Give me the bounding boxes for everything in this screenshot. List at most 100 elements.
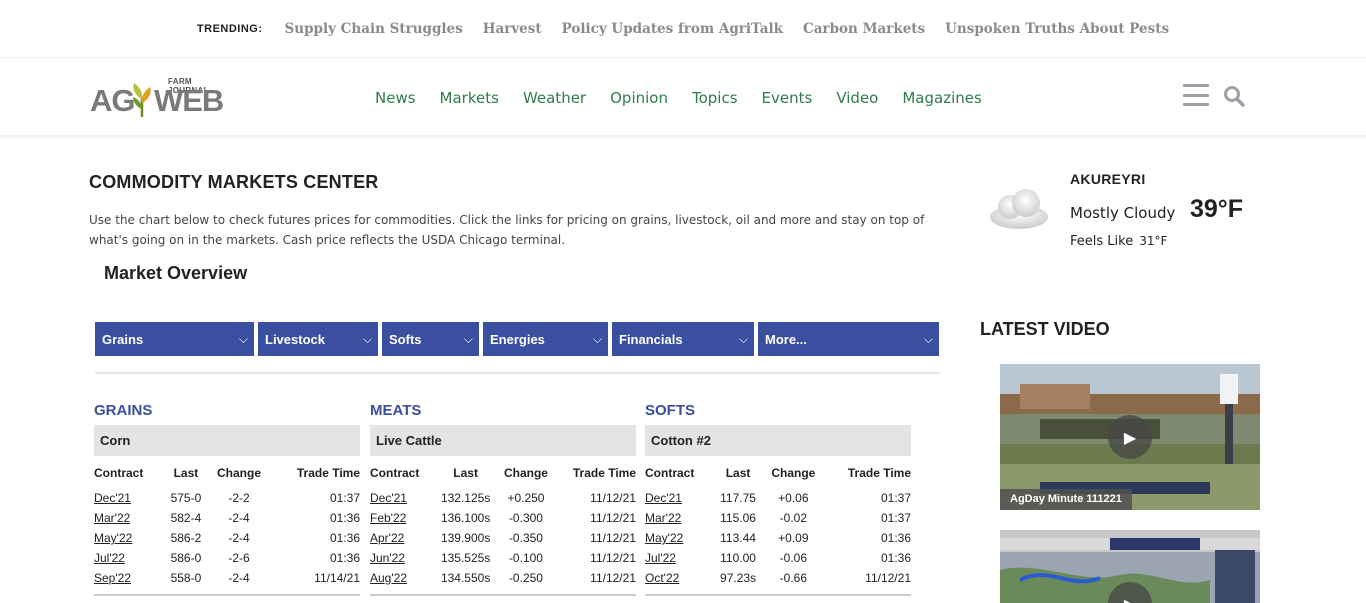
contract-link[interactable]: Mar'22 — [94, 511, 131, 525]
nav-weather[interactable]: Weather — [522, 89, 587, 107]
trending-link-policy-updates[interactable]: Policy Updates from AgriTalk — [561, 20, 783, 37]
table-row: Apr'22 139.900s -0.350 11/12/21 — [370, 528, 636, 548]
play-icon[interactable]: ▶ — [1108, 415, 1152, 459]
nav-markets[interactable]: Markets — [439, 89, 499, 107]
table-row: Jun'22 135.525s -0.100 11/12/21 — [370, 548, 636, 568]
trending-link-pests[interactable]: Unspoken Truths About Pests — [945, 20, 1170, 37]
quotes-table: Contract Last Change Trade Time Dec'21 13… — [370, 464, 636, 588]
tab-label: Financials — [619, 331, 683, 347]
panel-divider — [94, 594, 360, 596]
last-price: 115.06 — [720, 511, 756, 525]
tab-label: Grains — [102, 331, 144, 347]
weather-condition: Mostly Cloudy — [1070, 204, 1176, 222]
last-price: 139.900s — [440, 531, 491, 545]
trade-time: 11/14/21 — [314, 571, 360, 585]
trade-time: 01:36 — [329, 531, 360, 545]
search-icon[interactable] — [1223, 85, 1245, 107]
tab-livestock[interactable]: Livestock ⌵ — [258, 322, 378, 356]
trade-time: 11/12/21 — [865, 571, 911, 585]
wheat-leaf-icon — [133, 83, 151, 117]
chevron-down-icon: ⌵ — [463, 331, 473, 346]
tab-energies[interactable]: Energies ⌵ — [483, 322, 608, 356]
nav-video[interactable]: Video — [836, 89, 879, 107]
contract-link[interactable]: May'22 — [645, 531, 684, 545]
nav-topics[interactable]: Topics — [691, 89, 738, 107]
price-change: +0.250 — [507, 491, 545, 505]
contract-link[interactable]: May'22 — [94, 531, 133, 545]
site-header: AG FARM JOURNAL WEB News Markets Weather… — [0, 59, 1366, 135]
cloud-icon — [990, 189, 1048, 229]
price-change: -0.350 — [508, 531, 543, 545]
column-header-contract: Contract — [370, 466, 420, 480]
last-price: 97.23s — [720, 571, 757, 585]
trade-time: 11/12/21 — [590, 551, 636, 565]
chevron-down-icon: ⌵ — [362, 331, 372, 346]
trade-time: 01:37 — [880, 491, 911, 505]
feels-like: Feels Like 31°F — [1070, 234, 1167, 249]
last-price: 582-4 — [170, 511, 202, 525]
panel-title: SOFTS — [645, 402, 696, 419]
tab-financials[interactable]: Financials ⌵ — [612, 322, 754, 356]
weather-temperature: 39°F — [1190, 195, 1244, 223]
contract-link[interactable]: Sep'22 — [94, 571, 131, 585]
contract-link[interactable]: Feb'22 — [370, 511, 407, 525]
panel-divider — [645, 594, 911, 596]
trending-label: TRENDING: — [196, 22, 263, 35]
trade-time: 01:36 — [329, 551, 360, 565]
main-nav: News Markets Weather Opinion Topics Even… — [375, 89, 982, 107]
last-price: 135.525s — [440, 551, 491, 565]
weather-city: AKUREYRI — [1070, 171, 1146, 187]
price-change: -2-4 — [228, 511, 250, 525]
contract-link[interactable]: Dec'21 — [94, 491, 131, 505]
contract-link[interactable]: Oct'22 — [645, 571, 680, 585]
contract-link[interactable]: Aug'22 — [370, 571, 407, 585]
trade-time: 01:36 — [880, 551, 911, 565]
chevron-down-icon: ⌵ — [238, 331, 248, 346]
play-icon[interactable]: ▶ — [1108, 582, 1152, 603]
nav-magazines[interactable]: Magazines — [902, 89, 982, 107]
price-change: -2-4 — [228, 531, 250, 545]
column-header-last: Last — [725, 466, 751, 480]
price-change: +0.09 — [778, 531, 809, 545]
last-price: 134.550s — [440, 571, 491, 585]
trending-link-carbon-markets[interactable]: Carbon Markets — [803, 20, 926, 37]
nav-opinion[interactable]: Opinion — [610, 89, 668, 107]
contract-link[interactable]: Dec'21 — [645, 491, 682, 505]
video-thumbnail[interactable]: ▶ — [1000, 530, 1260, 603]
panel-title: MEATS — [370, 402, 422, 419]
table-row: May'22 113.44 +0.09 01:36 — [645, 528, 911, 548]
column-header-trade-time: Trade Time — [847, 466, 911, 480]
tab-grains[interactable]: Grains ⌵ — [95, 322, 254, 356]
table-row: Mar'22 582-4 -2-4 01:36 — [94, 508, 360, 528]
contract-link[interactable]: Apr'22 — [370, 531, 405, 545]
page-title: COMMODITY MARKETS CENTER — [89, 172, 379, 192]
panel-divider — [370, 594, 636, 596]
tab-softs[interactable]: Softs ⌵ — [382, 322, 479, 356]
contract-link[interactable]: Jul'22 — [94, 551, 125, 565]
contract-link[interactable]: Mar'22 — [645, 511, 682, 525]
tab-label: Energies — [490, 331, 545, 347]
chevron-down-icon: ⌵ — [592, 331, 602, 346]
price-change: -0.02 — [779, 511, 808, 525]
intro-text: Use the chart below to check futures pri… — [89, 213, 925, 247]
trending-link-supply-chain[interactable]: Supply Chain Struggles — [284, 20, 463, 37]
chevron-down-icon: ⌵ — [923, 331, 933, 346]
video-thumbnail[interactable]: ▶ AgDay Minute 111221 — [1000, 364, 1260, 510]
last-price: 586-0 — [170, 551, 202, 565]
column-header-last: Last — [453, 466, 478, 480]
latest-video-title: LATEST VIDEO — [980, 319, 1110, 339]
nav-news[interactable]: News — [375, 89, 416, 107]
quotes-table: Contract Last Change Trade Time Dec'21 57… — [94, 464, 360, 588]
contract-link[interactable]: Jul'22 — [645, 551, 676, 565]
nav-events[interactable]: Events — [761, 89, 813, 107]
tab-more[interactable]: More... ⌵ — [758, 322, 939, 356]
column-header-trade-time: Trade Time — [296, 466, 360, 480]
last-price: 132.125s — [440, 491, 491, 505]
agweb-logo[interactable]: AG FARM JOURNAL WEB — [90, 77, 224, 119]
table-row: Feb'22 136.100s -0.300 11/12/21 — [370, 508, 636, 528]
price-change: -0.100 — [508, 551, 543, 565]
hamburger-menu-icon[interactable] — [1183, 84, 1209, 106]
contract-link[interactable]: Dec'21 — [370, 491, 407, 505]
contract-link[interactable]: Jun'22 — [370, 551, 405, 565]
trending-link-harvest[interactable]: Harvest — [482, 20, 542, 37]
